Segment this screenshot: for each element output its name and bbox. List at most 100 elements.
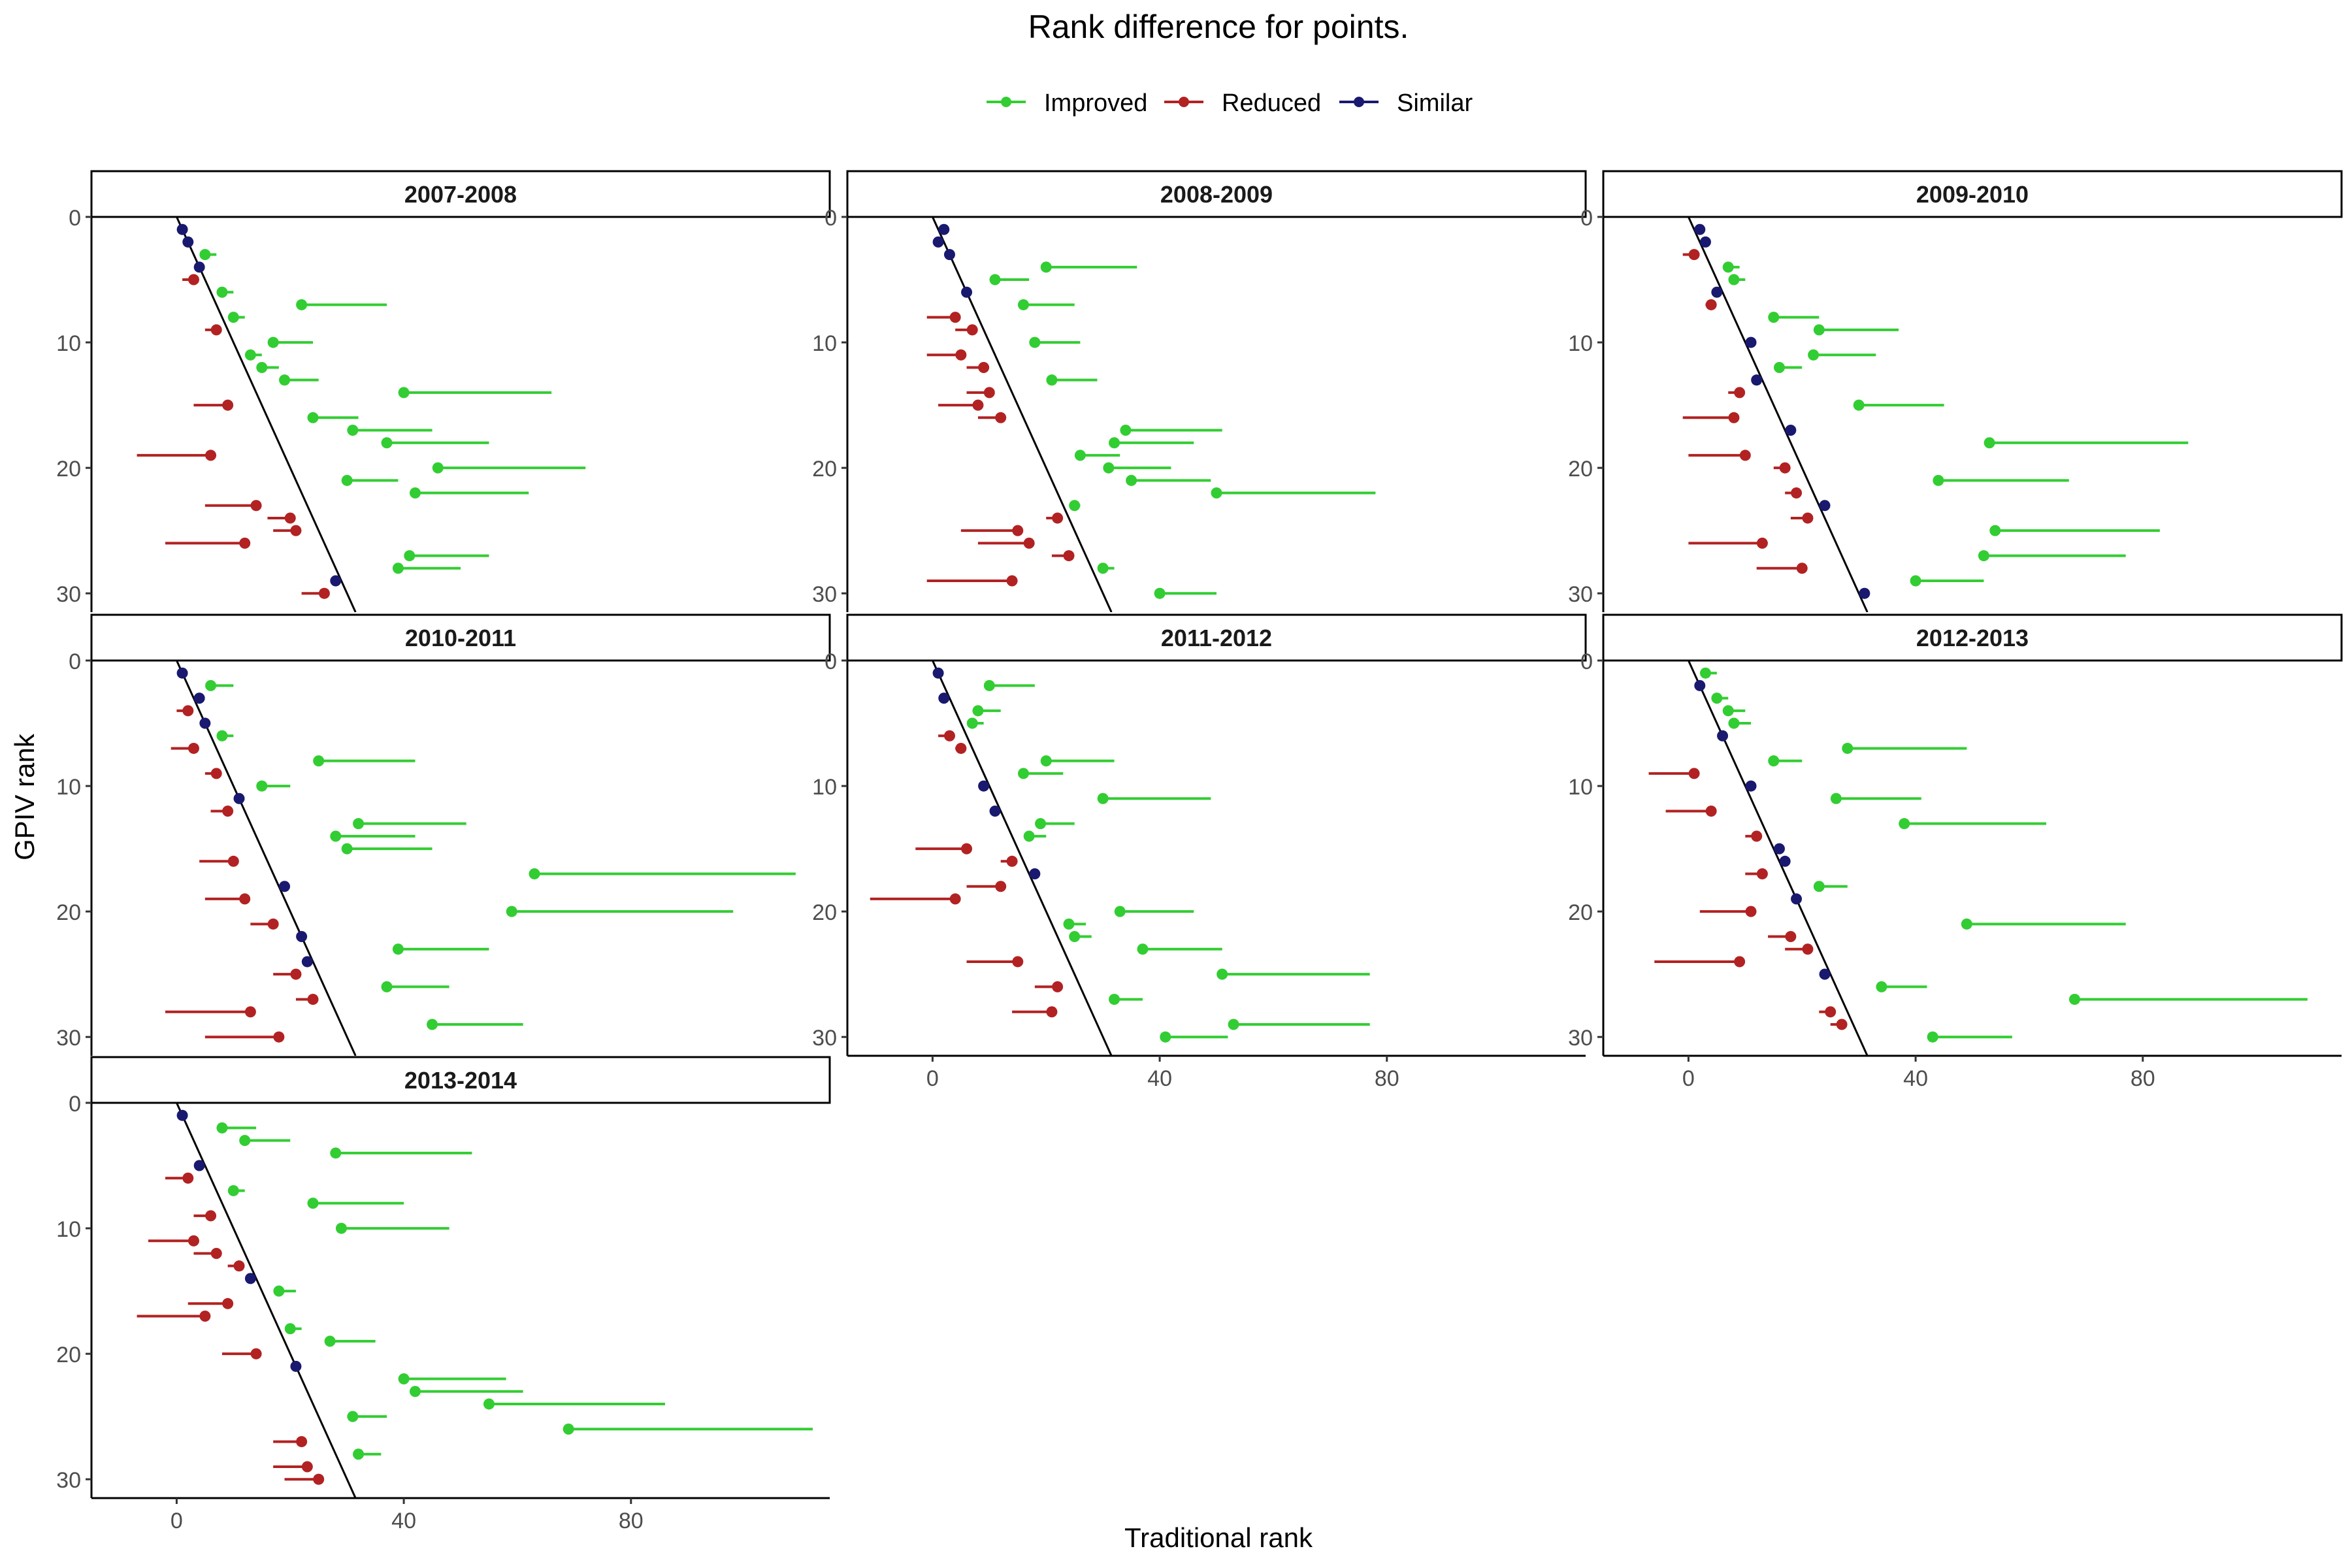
rank-point-reduced [210, 1247, 222, 1259]
rank-point-improved [1063, 918, 1075, 930]
rank-point-improved [1137, 943, 1149, 955]
reference-line [176, 217, 357, 612]
y-tick-label: 10 [1568, 775, 1593, 800]
rank-point-improved [1069, 500, 1081, 512]
rank-point-similar [1773, 843, 1785, 855]
rank-point-reduced [949, 312, 961, 323]
panel-strip [90, 170, 831, 218]
chart-title: Rank difference for points. [1028, 8, 1409, 45]
rank-point-reduced [296, 1436, 308, 1448]
rank-point-improved [330, 1147, 342, 1159]
rank-point-improved [256, 361, 268, 373]
panel-strip [90, 1056, 831, 1104]
rank-point-similar [938, 693, 950, 704]
rank-point-improved [506, 906, 517, 917]
rank-point-similar [176, 223, 188, 235]
rank-point-improved [483, 1398, 495, 1410]
legend-item-reduced: Reduced [1164, 90, 1321, 117]
panel-strip [90, 613, 831, 662]
rank-point-reduced [978, 361, 990, 373]
y-tick-label: 20 [56, 457, 81, 482]
rank-point-reduced [182, 705, 194, 717]
rank-point-improved [1711, 693, 1723, 704]
y-tick-label: 10 [56, 331, 81, 356]
x-tick-label: 80 [2131, 1066, 2155, 1091]
rank-point-reduced [1802, 943, 1814, 955]
x-tick-label: 40 [1147, 1066, 1172, 1091]
rank-point-improved [1120, 425, 1132, 436]
rank-point-improved [1114, 906, 1126, 917]
rank-point-improved [1899, 818, 1910, 830]
rank-point-similar [978, 780, 990, 792]
rank-point-similar [1711, 286, 1723, 298]
rank-point-similar [938, 223, 950, 235]
rank-point-improved [1773, 361, 1785, 373]
panel-strip-title: 2007-2008 [404, 181, 517, 208]
rank-point-improved [427, 1019, 438, 1030]
x-tick-label: 0 [1682, 1066, 1695, 1091]
x-tick-label: 0 [171, 1509, 183, 1533]
legend-label-improved: Improved [1044, 90, 1147, 117]
panel-strip-title: 2010-2011 [405, 625, 516, 651]
y-tick-label: 20 [56, 900, 81, 925]
rank-point-reduced [210, 324, 222, 336]
y-tick-label: 30 [56, 1026, 81, 1051]
rank-point-improved [1853, 399, 1865, 411]
rank-point-reduced [239, 893, 251, 905]
rank-point-reduced [222, 805, 234, 817]
rank-point-improved [347, 1411, 359, 1422]
rank-point-improved [409, 1386, 421, 1397]
rank-point-reduced [250, 1348, 262, 1360]
rank-point-reduced [1052, 981, 1064, 992]
x-tick-label: 40 [391, 1509, 416, 1533]
rank-point-improved [256, 780, 268, 792]
rank-point-improved [1728, 274, 1740, 286]
rank-point-improved [1927, 1031, 1938, 1043]
panel-2007-2008: 2007-2008 0 10 20 30 [56, 170, 831, 612]
rank-point-reduced [1052, 512, 1064, 524]
rank-point-similar [1745, 336, 1757, 348]
rank-point-reduced [307, 994, 319, 1005]
rank-point-reduced [995, 412, 1007, 423]
rank-point-improved [199, 249, 211, 261]
rank-point-reduced [250, 500, 262, 512]
rank-point-improved [267, 336, 279, 348]
rank-point-improved [1029, 336, 1041, 348]
rank-point-reduced [1734, 956, 1746, 968]
rank-point-reduced [301, 1461, 313, 1473]
rank-point-improved [529, 868, 540, 880]
y-tick-label: 30 [1568, 582, 1593, 607]
y-tick-label: 0 [1580, 206, 1593, 231]
rank-point-similar [176, 667, 188, 679]
rank-point-improved [398, 1373, 410, 1385]
y-tick-label: 30 [56, 582, 81, 607]
rank-point-improved [1989, 525, 2001, 536]
rank-point-reduced [199, 1311, 211, 1322]
y-tick-label: 0 [1580, 649, 1593, 674]
legend-item-similar: Similar [1339, 90, 1473, 117]
rank-point-similar [330, 575, 342, 587]
rank-point-improved [313, 755, 325, 767]
rank-point-reduced [943, 730, 955, 742]
rank-point-improved [1813, 881, 1825, 892]
legend-key-point [1001, 97, 1011, 107]
rank-point-reduced [1802, 512, 1814, 524]
panel-2008-2009: 2008-2009 0 10 20 30 [812, 170, 1587, 612]
rank-point-reduced [955, 742, 967, 754]
facet-panels: 2007-200801020302008-200901020302009-201… [56, 170, 2343, 1533]
panel-2013-2014: 2013-2014 0 10 20 30 0 40 80 [56, 1056, 831, 1533]
rank-point-reduced [1756, 868, 1768, 880]
rank-point-improved [381, 981, 393, 992]
rank-point-similar [1694, 223, 1706, 235]
rank-point-improved [1984, 437, 1995, 449]
legend-key-point [1179, 97, 1189, 107]
rank-point-improved [1109, 437, 1120, 449]
reference-line [932, 217, 1113, 612]
rank-point-reduced [290, 525, 302, 536]
panel-plot-area [870, 661, 1370, 1056]
rank-point-reduced [205, 1210, 217, 1222]
x-axis-label: Traditional rank [1124, 1522, 1313, 1553]
rank-point-reduced [1006, 855, 1018, 867]
panel-strip-title: 2008-2009 [1160, 181, 1273, 208]
